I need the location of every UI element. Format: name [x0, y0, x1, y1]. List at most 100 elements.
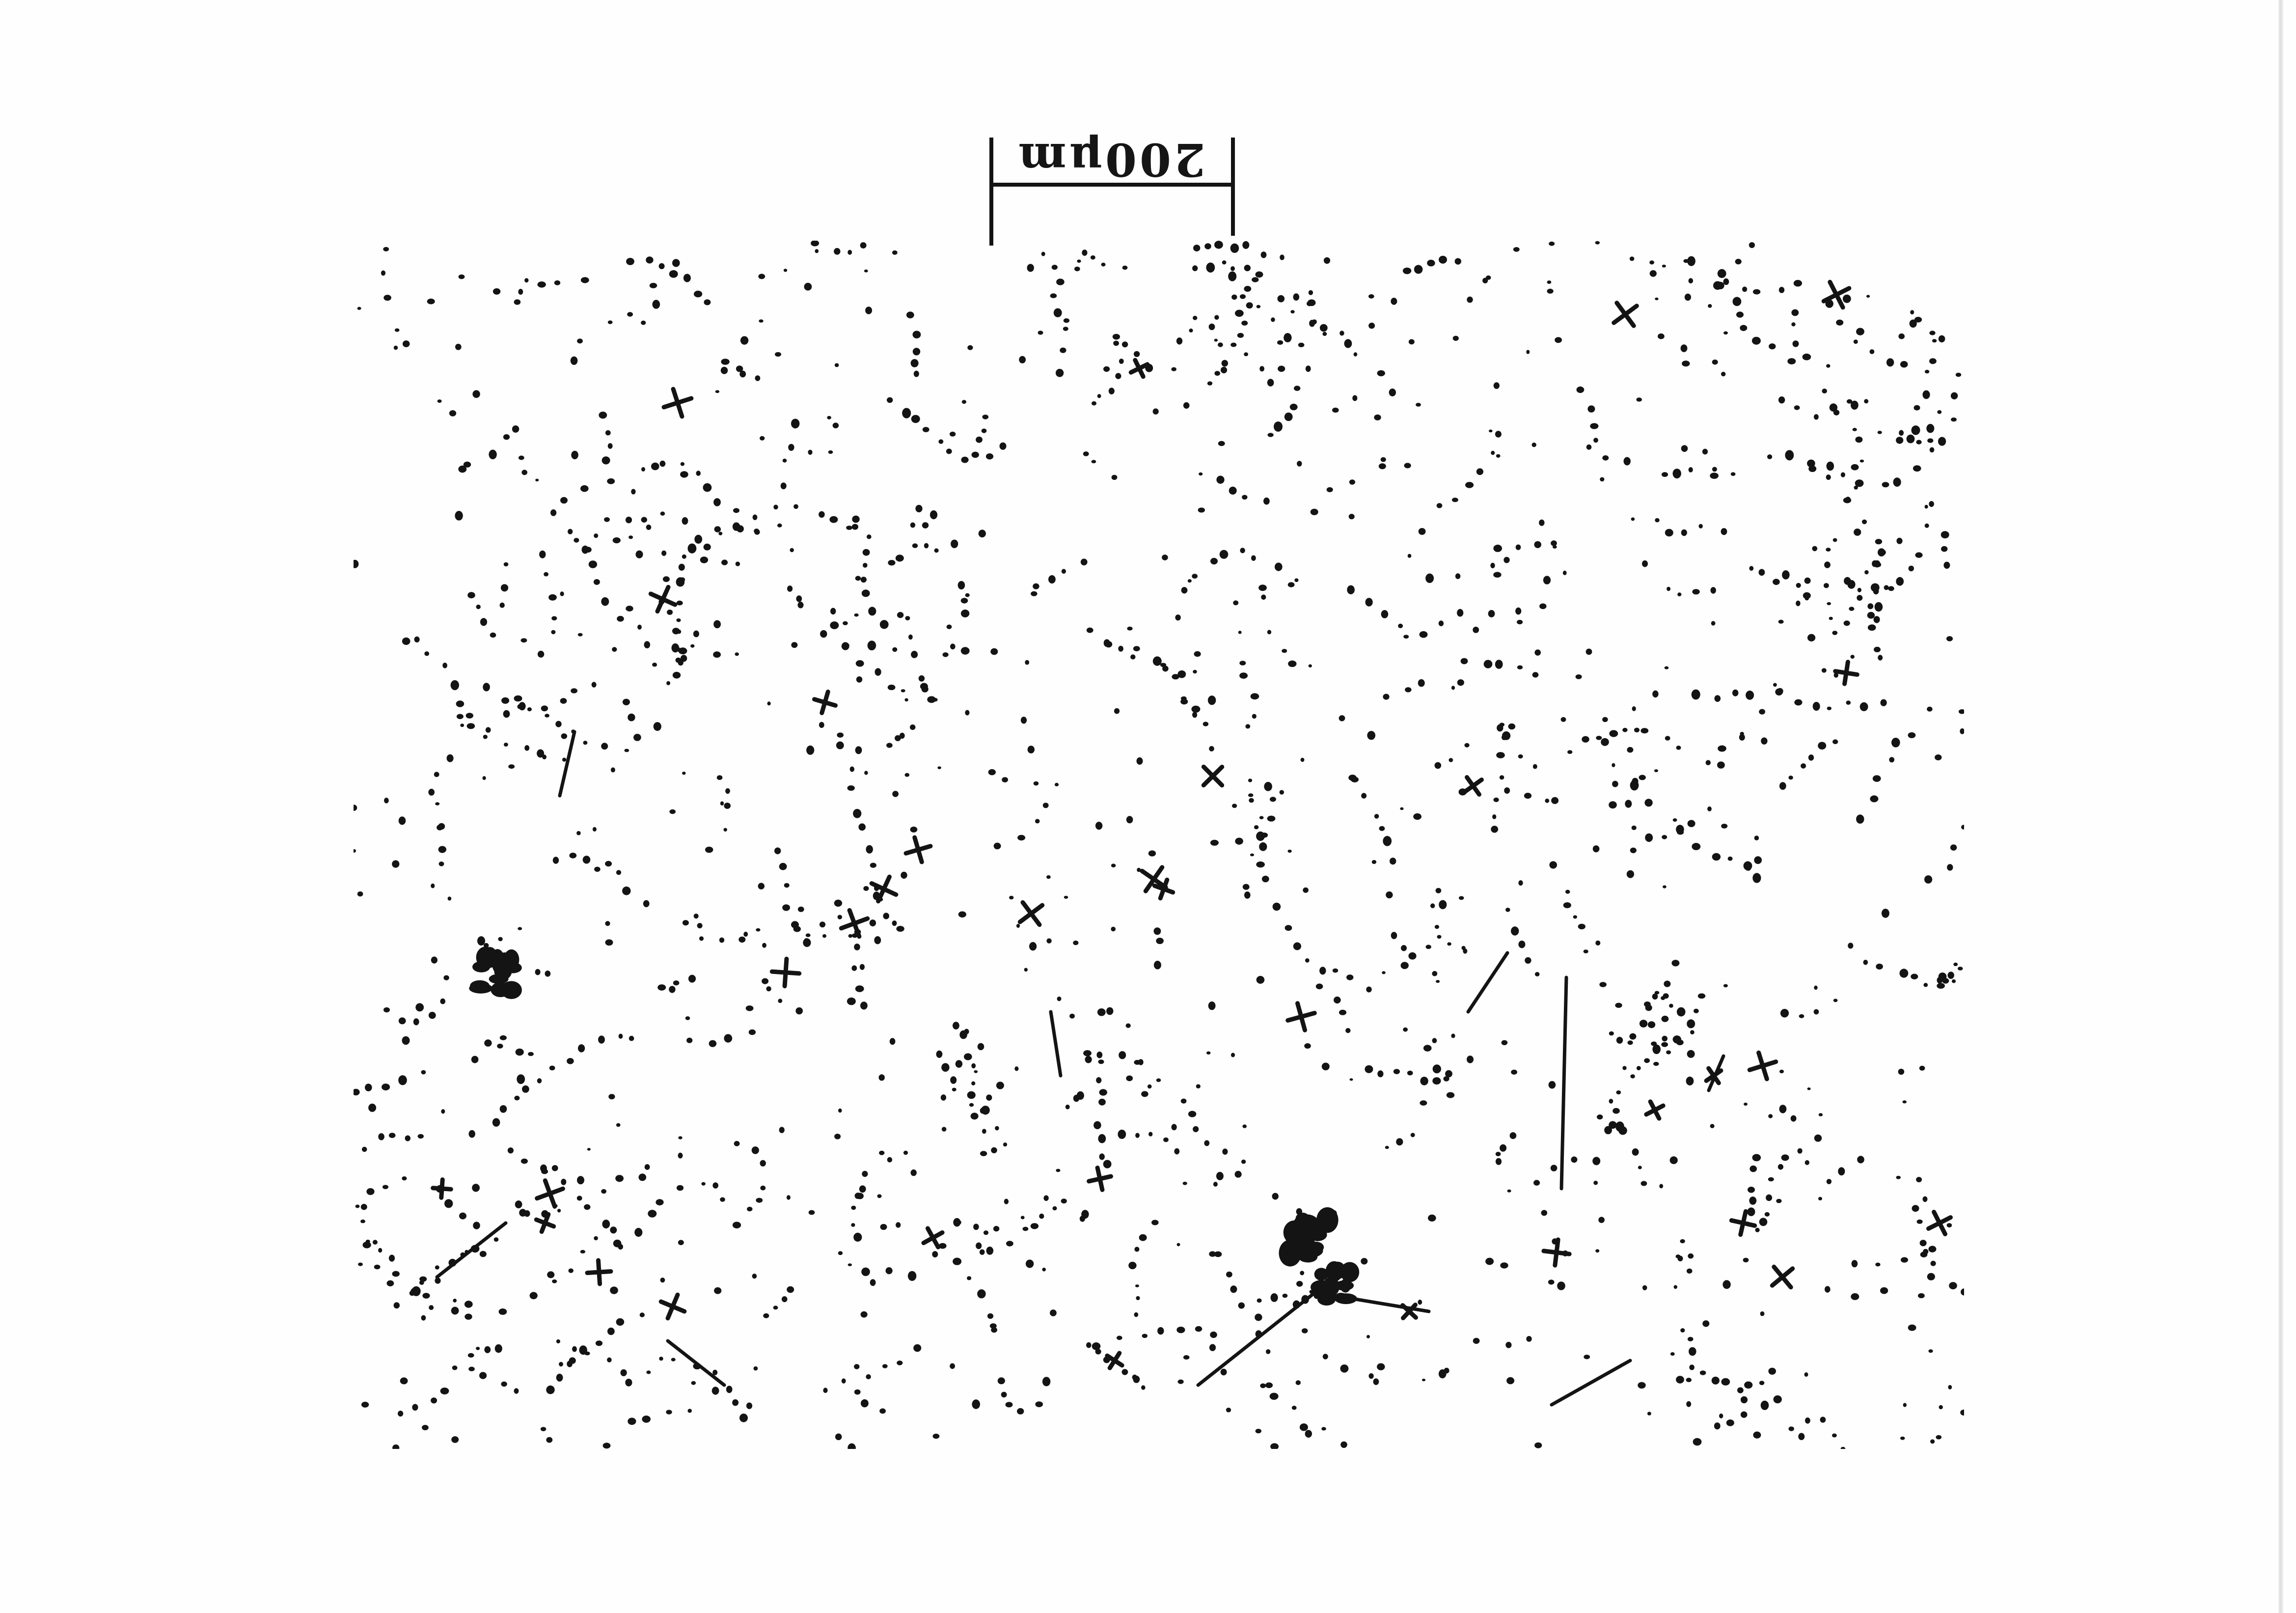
particle-dot — [552, 1279, 557, 1283]
particle-dot — [1507, 1189, 1511, 1193]
particle-dot — [419, 1280, 424, 1285]
cross-mark — [1152, 877, 1175, 901]
particle-dot — [1755, 1227, 1760, 1232]
particle-dot — [1095, 1349, 1101, 1355]
particle-dot — [604, 517, 610, 522]
particle-dot — [435, 802, 440, 806]
particle-dot — [422, 1293, 430, 1299]
particle-dot — [1447, 942, 1451, 946]
particle-dot — [1226, 1271, 1232, 1278]
particle-dot — [1244, 286, 1252, 292]
particle-dot — [1854, 485, 1858, 490]
particle-dot — [601, 597, 609, 606]
particle-dot — [1752, 1154, 1761, 1162]
particle-dot — [577, 633, 583, 637]
particle-dot — [1216, 1171, 1224, 1180]
particle-dot — [1714, 1422, 1721, 1430]
particle-dot — [688, 974, 696, 983]
particle-dot — [1889, 757, 1895, 763]
particle-dot — [988, 769, 996, 776]
particle-dot — [1924, 504, 1928, 509]
particle-dot — [1626, 870, 1634, 878]
particle-dot — [605, 921, 610, 926]
particle-dot — [1924, 369, 1930, 374]
particle-dot — [519, 702, 526, 711]
particle-dot — [661, 550, 667, 556]
particle-dot — [560, 497, 568, 504]
particle-dot — [1534, 649, 1541, 656]
particle-dot — [514, 1388, 519, 1394]
particle-dot — [1255, 1428, 1261, 1434]
particle-dot — [1401, 945, 1407, 951]
particle-dot — [429, 1305, 434, 1310]
particle-dot — [866, 1374, 871, 1380]
particle-dot — [967, 1091, 976, 1099]
particle-dot — [1432, 1038, 1437, 1043]
particle-dot — [1644, 1001, 1651, 1007]
particle-dot — [1863, 960, 1868, 965]
particle-dot — [1458, 896, 1464, 900]
particle-dot — [793, 926, 801, 932]
particle-dot — [1151, 1220, 1159, 1225]
particle-dot — [1913, 465, 1921, 472]
particle-dot — [1239, 661, 1246, 666]
particle-dot — [965, 710, 970, 716]
cross-mark — [661, 387, 694, 419]
particle-dot — [756, 928, 761, 932]
particle-dot — [1808, 465, 1817, 472]
particle-dot — [967, 1276, 972, 1280]
particle-dot — [1500, 1262, 1508, 1269]
particle-dot — [746, 1402, 753, 1409]
particle-dot — [1688, 1253, 1694, 1259]
particle-dot — [1136, 1296, 1140, 1301]
particle-dot — [1947, 972, 1954, 979]
particle-dot — [1541, 1210, 1548, 1216]
particle-dot — [957, 581, 965, 590]
particle-dot — [1208, 1001, 1216, 1010]
particle-dot — [1722, 1280, 1731, 1289]
particle-dot — [561, 733, 568, 739]
particle-dot — [1732, 689, 1739, 696]
particle-dot — [1240, 294, 1246, 299]
particle-dot — [726, 1386, 733, 1393]
particle-dot — [1304, 1043, 1311, 1049]
particle-dot — [1876, 963, 1883, 970]
particle-dot — [1937, 983, 1945, 989]
particle-dot — [1349, 1078, 1353, 1081]
particle-dot — [1593, 1180, 1598, 1185]
particle-dot — [1689, 1347, 1696, 1356]
particle-dot — [971, 451, 979, 458]
particle-dot — [1260, 251, 1267, 258]
particle-dot — [1686, 1401, 1692, 1407]
particle-dot — [1083, 451, 1089, 456]
particle-dot — [1782, 570, 1790, 580]
particle-dot — [1680, 1239, 1685, 1244]
particle-dot — [860, 1001, 868, 1010]
particle-dot — [1534, 1442, 1542, 1448]
particle-dot — [601, 743, 608, 750]
particle-dot — [557, 1209, 561, 1213]
particle-dot — [1518, 941, 1526, 948]
particle-dot — [691, 1381, 696, 1385]
particle-dot — [1661, 1015, 1669, 1022]
particle-dot — [649, 282, 657, 288]
particle-dot — [953, 1218, 961, 1227]
particle-dot — [1298, 342, 1305, 347]
particle-dot — [938, 439, 944, 444]
particle-dot — [1403, 635, 1409, 639]
particle-dot — [886, 743, 893, 748]
particle-dot — [1446, 1092, 1455, 1098]
particle-dot — [779, 1127, 785, 1133]
particle-dot — [1128, 1261, 1137, 1270]
particle-dot — [1081, 1210, 1089, 1219]
particle-dot — [1832, 739, 1838, 745]
particle-dot — [1513, 247, 1520, 252]
particle-dot — [1322, 332, 1327, 336]
particle-dot — [1777, 1164, 1783, 1170]
particle-dot — [1074, 266, 1080, 272]
particle-dot — [1009, 895, 1014, 900]
particle-dot — [1779, 1069, 1784, 1074]
particle-dot — [1050, 1309, 1057, 1316]
aggregate-blob — [1314, 1268, 1329, 1281]
particle-dot — [652, 663, 657, 667]
